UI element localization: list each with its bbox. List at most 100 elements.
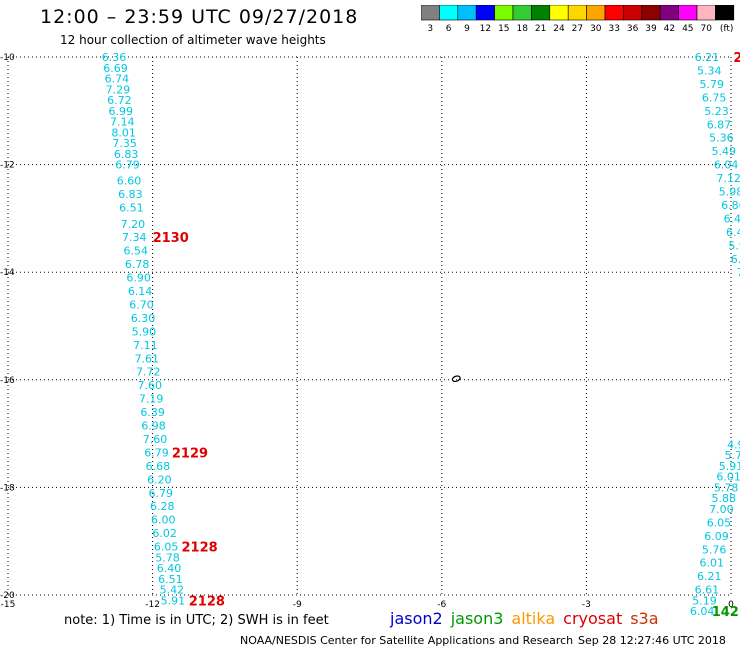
wave-height-value: 5.36: [709, 132, 734, 145]
wave-height-value: 6.28: [150, 500, 175, 513]
legend-label: 42: [664, 24, 675, 33]
wave-height-value: 5.88: [712, 492, 737, 505]
wave-height-value: 5.91: [719, 460, 740, 473]
wave-height-value: 5.91: [161, 594, 186, 607]
footer-timestamp: Sep 28 12:27:46 UTC 2018: [578, 634, 726, 647]
wave-height-value: 6.05: [707, 516, 732, 529]
legend-label: 45: [682, 24, 693, 33]
legend-label: 15: [498, 24, 509, 33]
page-subtitle: 12 hour collection of altimeter wave hei…: [60, 33, 326, 47]
wave-height-value: 6.60: [117, 175, 142, 188]
lat-tick-label: -18: [0, 483, 15, 493]
lat-tick-label: -16: [0, 376, 15, 386]
wave-height-value: 6.72: [107, 94, 132, 107]
wave-height-value: 5.76: [702, 543, 727, 556]
lon-tick-label: -15: [1, 600, 16, 610]
wave-height-value: 6.04: [690, 605, 715, 618]
footnote: note: 1) Time is in UTC; 2) SWH is in fe…: [64, 613, 329, 628]
satellite-cryosat: cryosat: [563, 609, 623, 628]
wave-height-value: 7.34: [122, 231, 147, 244]
wave-height-value: 5.7: [725, 449, 740, 462]
pass-time-label: 2129: [172, 446, 208, 461]
pass-time-label: 2: [733, 51, 740, 66]
wave-height-value: 6.04: [714, 159, 739, 172]
satellite-jason3: jason3: [450, 609, 504, 628]
wave-height-value: 6.79: [115, 159, 140, 172]
wave-height-value: 6.14: [128, 285, 153, 298]
wave-height-value: 7.35: [112, 137, 137, 150]
island-outline: [451, 375, 461, 383]
lon-tick-label: -3: [582, 600, 591, 610]
wave-height-value: 5.42: [160, 584, 185, 597]
lon-tick-label: -9: [293, 600, 302, 610]
wave-height-value: 6.01: [716, 471, 740, 484]
legend-label: 70: [700, 24, 712, 33]
wave-height-value: 7.60: [137, 379, 162, 392]
legend-label: 30: [590, 24, 602, 33]
legend-label: (ft): [720, 24, 734, 33]
satellite-s3a: s3a: [630, 609, 659, 628]
wave-height-value: 6.83: [114, 148, 139, 161]
wave-height-value: 5.34: [697, 64, 722, 77]
wave-height-value: 6.79: [149, 487, 174, 500]
wave-height-value: 6.51: [158, 573, 183, 586]
wave-height-value: 6.05: [154, 541, 179, 554]
wave-height-value: 7.61: [135, 352, 160, 365]
wave-height-value: 6.69: [103, 62, 128, 75]
wave-height-value: 6.21: [695, 51, 720, 64]
legend-swatch: [715, 5, 735, 21]
page-title: 12:00 – 23:59 UTC 09/27/2018: [40, 6, 359, 28]
legend-label: 33: [608, 24, 619, 33]
legend-label: 12: [480, 24, 491, 33]
wave-height-value: 7.11: [133, 339, 158, 352]
wave-height-value: 7.00: [709, 503, 734, 516]
wave-height-value: 6.78: [125, 258, 150, 271]
wave-height-value: 6.74: [105, 73, 130, 86]
legend-label: 9: [464, 24, 470, 33]
color-scale-legend: [421, 5, 735, 21]
wave-height-value: 6.40: [157, 562, 182, 575]
lat-tick-label: -12: [0, 161, 15, 171]
satellite-jason2: jason2: [390, 609, 443, 628]
pass-time-label: 2128: [182, 541, 218, 556]
wave-height-value: 5.78: [714, 481, 739, 494]
wave-height-value: 5.19: [692, 594, 717, 607]
wave-height-value: 6.43: [724, 212, 740, 225]
wave-height-value: 7.14: [110, 116, 135, 129]
lon-tick-label: 0: [728, 600, 734, 610]
wave-height-value: 5.23: [704, 105, 729, 118]
legend-label: 27: [572, 24, 583, 33]
footer-credit: NOAA/NESDIS Center for Satellite Applica…: [240, 634, 574, 647]
wave-height-value: 6.36: [102, 51, 127, 64]
wave-height-value: 6.75: [702, 91, 727, 104]
wave-height-value: 6.30: [131, 312, 156, 325]
lat-tick-label: -14: [0, 268, 15, 278]
wave-height-value: 5.78: [155, 551, 180, 564]
wave-height-value: 6.54: [123, 245, 148, 258]
wave-height-value: 6.99: [109, 105, 134, 118]
wave-height-value: 7.29: [106, 83, 131, 96]
legend-label: 3: [427, 24, 433, 33]
legend-label: 24: [553, 24, 565, 33]
legend-label: 18: [516, 24, 528, 33]
wave-height-value: 6.61: [695, 584, 720, 597]
wave-height-value: 6.40: [726, 226, 740, 239]
wave-height-value: 6.90: [126, 272, 151, 285]
wave-height-value: 5.98: [719, 186, 740, 199]
lon-tick-label: -6: [437, 600, 446, 610]
legend-label: 6: [446, 24, 452, 33]
wave-height-value: 6.20: [147, 473, 172, 486]
wave-height-value: 6.51: [119, 202, 144, 215]
wave-height-value: 6.39: [140, 406, 165, 419]
satellite-legend: jason2 jason3 altika cryosat s3a: [390, 609, 667, 628]
wave-height-value: 6.86: [721, 199, 740, 212]
wave-height-value: 6.00: [151, 514, 176, 527]
wave-height-value: 6.21: [697, 570, 722, 583]
wave-height-value: 7.0: [737, 266, 740, 279]
wave-height-value: 7.20: [121, 218, 146, 231]
wave-height-value: 6.79: [144, 446, 169, 459]
wave-height-value: 7.12: [716, 172, 740, 185]
wave-height-value: 6.68: [146, 460, 171, 473]
wave-height-value: 7.19: [139, 393, 164, 406]
wave-height-value: 6.70: [129, 298, 154, 311]
